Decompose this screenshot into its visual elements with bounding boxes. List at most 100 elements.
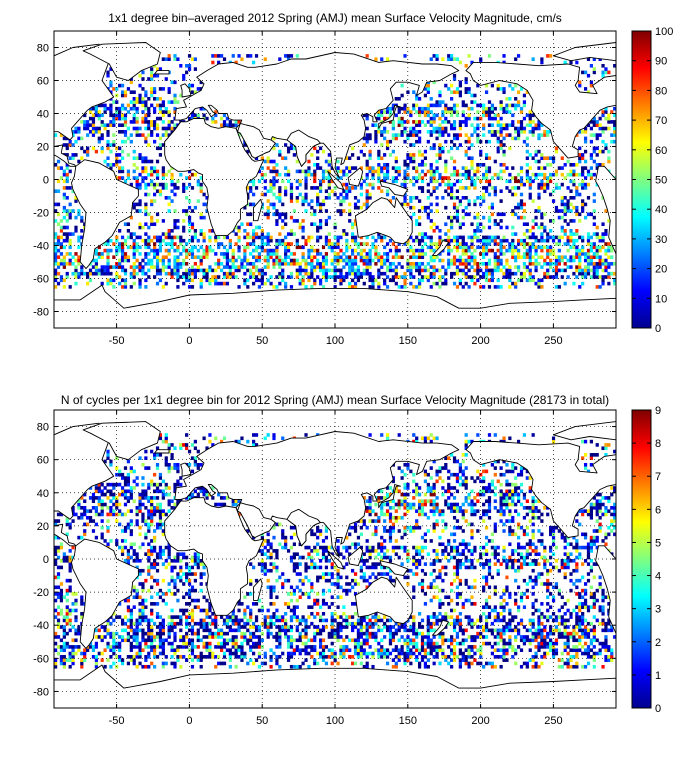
data-bin <box>62 625 66 629</box>
data-bin <box>531 156 535 160</box>
data-bin <box>182 77 186 81</box>
data-bin <box>249 242 253 246</box>
data-bin <box>607 70 611 75</box>
data-bin <box>572 205 576 210</box>
data-bin <box>610 110 614 114</box>
data-bin <box>126 661 131 666</box>
data-bin <box>222 113 227 118</box>
data-bin <box>578 252 582 256</box>
data-bin <box>455 172 460 177</box>
data-bin <box>190 116 195 121</box>
data-bin <box>380 133 384 137</box>
data-bin <box>383 235 387 240</box>
data-bin <box>484 166 489 170</box>
data-bin <box>275 238 279 243</box>
data-bin <box>581 209 585 213</box>
data-bin <box>161 87 165 91</box>
data-bin <box>109 664 113 669</box>
data-bin <box>383 648 387 653</box>
data-bin <box>516 645 521 649</box>
data-bin <box>543 262 547 266</box>
data-bin <box>158 143 163 147</box>
data-bin <box>458 628 462 633</box>
data-bin <box>161 641 165 646</box>
data-bin <box>502 265 506 269</box>
data-bin <box>263 271 267 276</box>
data-bin <box>100 271 104 276</box>
data-bin <box>397 97 401 101</box>
data-bin <box>80 664 84 669</box>
data-bin <box>173 123 177 127</box>
data-bin <box>269 238 273 243</box>
data-bin <box>272 146 276 151</box>
data-bin <box>243 255 247 259</box>
data-bin <box>575 252 579 256</box>
data-bin <box>499 238 503 243</box>
data-bin <box>569 232 573 236</box>
data-bin <box>77 271 81 276</box>
data-bin <box>391 631 395 636</box>
data-bin <box>508 285 512 289</box>
data-bin <box>132 232 136 236</box>
data-bin <box>234 232 238 236</box>
data-bin <box>342 645 346 649</box>
data-bin <box>286 655 291 659</box>
data-bin <box>383 258 387 263</box>
data-bin <box>444 166 448 170</box>
data-bin <box>164 172 168 177</box>
data-bin <box>549 258 553 263</box>
data-bin <box>377 625 381 629</box>
data-bin <box>318 638 323 643</box>
data-bin <box>199 176 203 180</box>
data-bin <box>592 635 596 639</box>
data-bin <box>415 648 419 653</box>
data-bin <box>482 641 486 646</box>
data-bin <box>487 139 492 144</box>
data-bin <box>249 262 253 266</box>
data-bin <box>394 631 398 636</box>
data-bin <box>118 655 122 659</box>
data-bin <box>339 169 343 174</box>
data-bin <box>298 631 302 636</box>
data-bin <box>284 245 288 250</box>
data-bin <box>199 215 203 220</box>
data-bin <box>467 172 471 177</box>
data-bin <box>135 116 139 121</box>
data-bin <box>237 268 241 273</box>
data-bin <box>176 655 180 659</box>
data-bin <box>528 192 532 197</box>
data-bin <box>385 252 390 256</box>
data-bin <box>59 625 64 629</box>
data-bin <box>185 645 189 649</box>
data-bin <box>231 255 235 259</box>
data-bin <box>246 262 250 266</box>
data-bin <box>450 106 454 111</box>
data-bin <box>371 664 375 669</box>
data-bin <box>62 265 66 269</box>
data-bin <box>199 232 203 236</box>
data-bin <box>610 271 614 276</box>
data-bin <box>613 262 616 266</box>
data-bin <box>499 631 503 636</box>
data-bin <box>383 651 387 656</box>
data-bin <box>423 87 428 91</box>
data-bin <box>77 648 81 653</box>
data-bin <box>74 126 78 131</box>
data-bin <box>100 123 104 127</box>
data-bin <box>176 179 180 184</box>
data-bin <box>132 275 136 279</box>
data-bin <box>138 265 142 269</box>
data-bin <box>476 136 480 141</box>
data-bin <box>190 225 195 230</box>
data-bin <box>249 625 253 629</box>
data-bin <box>254 278 259 283</box>
data-bin <box>249 252 253 256</box>
data-bin <box>228 638 232 643</box>
data-bin <box>505 258 509 263</box>
data-bin <box>458 83 462 88</box>
data-bin <box>147 113 151 118</box>
data-bin <box>435 281 439 286</box>
data-bin <box>397 658 401 662</box>
data-bin <box>560 631 564 636</box>
data-bin <box>77 209 81 213</box>
